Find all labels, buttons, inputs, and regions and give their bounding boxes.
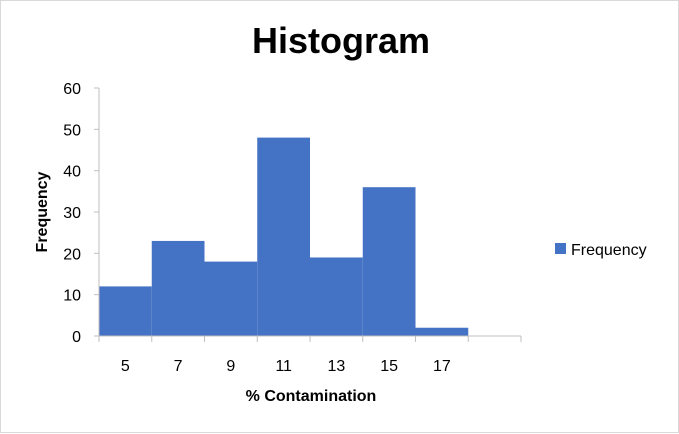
y-axis-title: Frequency [34, 171, 51, 252]
x-tick-label: 13 [327, 358, 345, 375]
plot-area: 0 10 20 30 40 50 60 5 7 9 11 13 15 17 [63, 81, 522, 375]
legend: Frequency [555, 242, 647, 259]
x-tick-label: 7 [174, 358, 183, 375]
bar-7 [151, 240, 205, 336]
bar-17 [415, 327, 469, 336]
y-tick-label: 50 [63, 122, 81, 139]
bar-5 [99, 286, 152, 336]
x-tick-label: 15 [380, 358, 398, 375]
x-tick-label: 11 [275, 358, 292, 375]
bar-15 [362, 187, 416, 336]
chart-title: Histogram [252, 20, 430, 61]
y-tick-label: 40 [63, 164, 81, 181]
y-tick-label: 10 [63, 288, 81, 305]
y-tick-label: 30 [63, 205, 81, 222]
legend-label-frequency: Frequency [571, 242, 647, 259]
bar-9 [204, 261, 258, 336]
legend-swatch-frequency [555, 243, 566, 254]
y-tick-label: 20 [63, 246, 81, 263]
x-tick-label: 17 [433, 358, 451, 375]
y-tick-label: 0 [72, 329, 81, 346]
x-tick-label: 9 [226, 358, 235, 375]
x-axis-title: % Contamination [246, 388, 377, 405]
bar-11 [257, 137, 310, 336]
y-tick-label: 60 [63, 81, 81, 98]
x-tick-label: 5 [121, 358, 130, 375]
bar-13 [310, 257, 363, 336]
